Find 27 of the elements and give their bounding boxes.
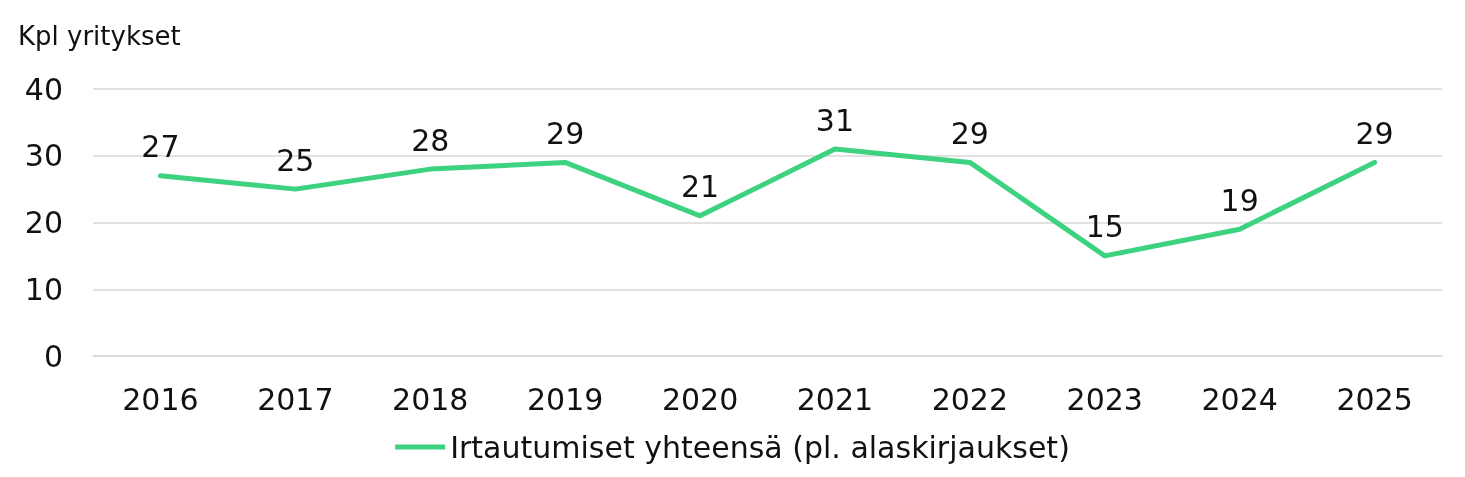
x-tick-label: 2019 bbox=[526, 381, 604, 417]
x-tick-label: 2020 bbox=[661, 381, 739, 417]
x-tick-label: 2017 bbox=[257, 381, 334, 417]
data-label: 31 bbox=[815, 102, 855, 138]
x-tick-label: 2021 bbox=[796, 381, 874, 417]
data-label: 28 bbox=[411, 122, 450, 158]
x-tick-label: 2016 bbox=[122, 381, 199, 417]
x-tick-label: 2023 bbox=[1066, 381, 1143, 417]
data-label: 29 bbox=[950, 115, 989, 151]
y-tick-label: 40 bbox=[24, 71, 63, 107]
data-label: 15 bbox=[1085, 209, 1124, 245]
data-label: 29 bbox=[546, 115, 585, 151]
data-label: 21 bbox=[680, 169, 720, 205]
data-label: 29 bbox=[1355, 115, 1394, 151]
data-label: 27 bbox=[141, 129, 180, 165]
x-tick-label: 2018 bbox=[392, 381, 469, 417]
y-axis-title: Kpl yritykset bbox=[18, 21, 181, 51]
x-tick-label: 2022 bbox=[931, 381, 1009, 417]
y-tick-label: 20 bbox=[24, 205, 63, 240]
x-tick-label: 2024 bbox=[1201, 381, 1278, 417]
y-tick-label: 0 bbox=[43, 338, 63, 374]
legend-label: Irtautumiset yhteensä (pl. alaskirjaukset) bbox=[450, 429, 1070, 465]
data-label: 25 bbox=[276, 142, 315, 178]
x-tick-label: 2025 bbox=[1336, 381, 1413, 417]
y-tick-label: 30 bbox=[24, 138, 63, 174]
data-label: 19 bbox=[1220, 182, 1259, 218]
y-tick-label: 10 bbox=[24, 271, 63, 307]
